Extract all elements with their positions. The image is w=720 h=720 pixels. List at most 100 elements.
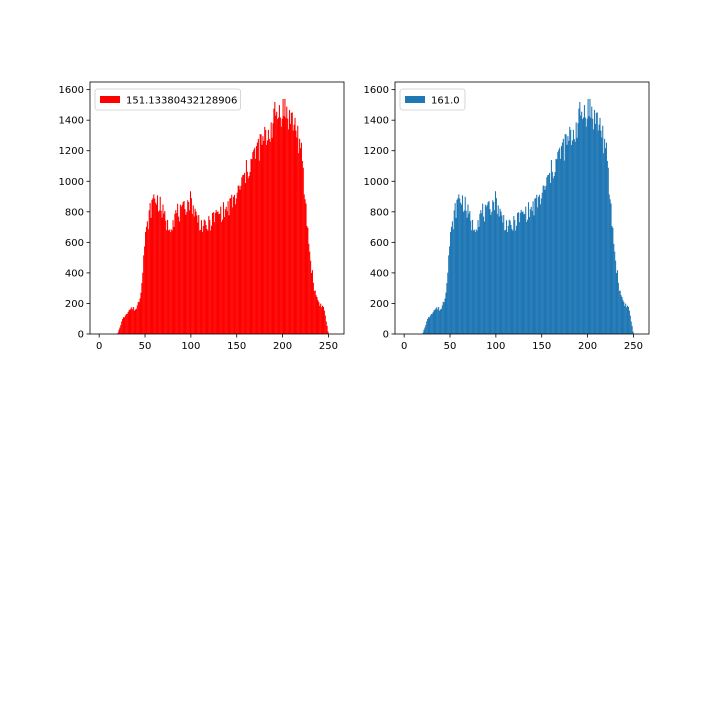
histogram-bar	[223, 216, 225, 334]
histogram-bar	[303, 194, 305, 334]
histogram-bar	[209, 220, 211, 334]
histogram-bar	[181, 204, 183, 334]
histogram-bar	[213, 222, 215, 334]
histogram-bar	[191, 214, 193, 334]
histogram-bar	[120, 325, 122, 334]
histogram-bar	[295, 130, 297, 334]
y-tick-label: 800	[65, 207, 84, 218]
histogram-bar	[145, 232, 147, 334]
histogram-bar	[604, 138, 606, 334]
histogram-bar	[483, 221, 486, 334]
histogram-bar	[435, 308, 437, 334]
histogram-bar	[127, 312, 129, 334]
histogram-bar	[243, 174, 245, 334]
histogram-bar	[269, 141, 271, 334]
histogram-bar	[256, 142, 258, 334]
histogram-bar	[138, 302, 140, 334]
histogram-bar	[433, 310, 435, 334]
histogram-bar	[632, 331, 634, 334]
histogram-bar	[583, 105, 585, 334]
histogram-bar	[436, 307, 438, 334]
histogram-bar	[627, 306, 629, 334]
y-tick-label: 400	[370, 268, 389, 279]
histogram-panel-left: 0 50 100 150 200 250 0 200 400 600 800 1000 1200 1400…	[59, 81, 345, 352]
histogram-bar	[296, 137, 298, 334]
histogram-bar	[176, 213, 178, 334]
histogram-bar	[567, 136, 569, 334]
histogram-bar	[224, 209, 226, 334]
x-tick-label: 100	[181, 341, 200, 352]
histogram-bar	[505, 220, 508, 334]
y-tick-label: 600	[370, 238, 389, 249]
histogram-bar	[232, 207, 234, 334]
histogram-bar	[165, 220, 167, 334]
histogram-bar	[440, 308, 442, 334]
histogram-panel-right: 0 50 100 150 200 250 0 200 400 600 800 1000 1200 1400…	[364, 81, 650, 352]
histogram-bar	[565, 134, 567, 334]
histogram-bar	[177, 203, 179, 334]
histogram-bar	[459, 198, 461, 334]
histogram-bar	[531, 211, 533, 334]
y-axis-ticks: 0 200 400 600 800 1000 1200 1400 1600	[364, 85, 395, 341]
histogram-bar	[167, 230, 170, 334]
histogram-bar	[472, 230, 475, 334]
histogram-bar	[211, 213, 214, 334]
y-tick-label: 400	[65, 268, 84, 279]
y-tick-label: 800	[370, 207, 389, 218]
histogram-bar	[267, 129, 269, 334]
histogram-bar	[183, 200, 185, 334]
histogram-bar	[305, 203, 307, 334]
histogram-bar	[501, 215, 503, 334]
histogram-bar	[552, 178, 554, 334]
histogram-bar	[234, 204, 236, 334]
histogram-bar	[512, 230, 514, 334]
histogram-bar	[607, 167, 609, 334]
histogram-bar	[509, 220, 511, 334]
histogram-bar	[299, 138, 301, 334]
histogram-bar	[304, 199, 306, 334]
histogram-bar	[425, 325, 427, 334]
histogram-bar	[566, 144, 568, 334]
histogram-bar	[593, 109, 596, 334]
histogram-bar	[211, 225, 213, 334]
histogram-bar	[614, 251, 616, 334]
histogram-bar	[233, 194, 236, 334]
y-tick-label: 1000	[59, 177, 84, 188]
y-tick-label: 1600	[364, 85, 389, 96]
histogram-bar	[283, 116, 285, 334]
histogram-bar	[454, 203, 456, 334]
histogram-bar	[528, 216, 530, 334]
histogram-bar	[562, 138, 564, 334]
histogram-bar	[476, 230, 478, 334]
histogram-bar	[487, 202, 489, 334]
histogram-bar	[245, 160, 247, 334]
histogram-bar	[167, 219, 169, 334]
histogram-bars	[422, 98, 634, 335]
histogram-bar	[300, 142, 302, 334]
histogram-bar	[478, 226, 480, 334]
histogram-bar	[238, 185, 240, 334]
legend-label: 161.0	[431, 96, 460, 107]
histogram-bar	[145, 226, 148, 334]
histogram-bar	[140, 292, 142, 334]
histogram-bar	[214, 212, 216, 334]
histogram-bar	[443, 302, 445, 334]
histogram-bar	[324, 315, 326, 334]
histogram-bar	[124, 315, 126, 334]
histogram-bar	[491, 211, 493, 334]
histogram-bar	[467, 204, 469, 334]
histogram-bar	[308, 243, 310, 334]
histogram-bar	[277, 117, 280, 334]
histogram-bar	[615, 260, 617, 334]
histogram-bar	[553, 176, 555, 334]
histogram-bar	[430, 314, 432, 334]
histogram-bar	[310, 260, 312, 334]
histogram-bar	[470, 220, 472, 334]
histogram-bar	[595, 112, 597, 334]
histogram-bar	[465, 210, 467, 334]
histogram-bar	[450, 232, 452, 334]
histogram-bar	[286, 106, 288, 335]
histogram-bar	[126, 313, 128, 334]
histogram-bar	[255, 158, 257, 334]
histogram-bar	[326, 325, 328, 334]
